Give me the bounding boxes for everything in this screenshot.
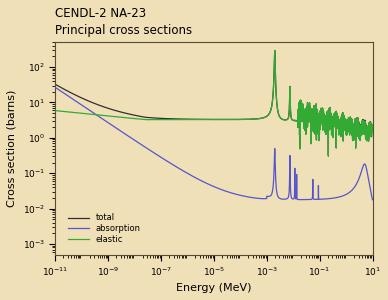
total: [272, 49, 277, 52]
total: [370, 128, 375, 132]
Line: elastic: elastic: [55, 50, 372, 156]
absorption: [220, 188, 225, 192]
total: [100, 104, 105, 108]
total: [326, 154, 331, 157]
total: [246, 118, 251, 121]
elastic: [100, 114, 105, 117]
Line: absorption: absorption: [55, 87, 372, 200]
elastic: [326, 154, 331, 158]
absorption: [135, 140, 140, 144]
absorption: [100, 117, 105, 121]
Text: CENDL-2 NA-23
Principal cross sections: CENDL-2 NA-23 Principal cross sections: [55, 7, 192, 37]
absorption: [215, 186, 220, 190]
absorption: [53, 85, 57, 89]
elastic: [220, 118, 225, 122]
absorption: [246, 195, 251, 199]
elastic: [215, 118, 220, 122]
elastic: [370, 128, 375, 132]
X-axis label: Energy (MeV): Energy (MeV): [176, 283, 252, 293]
elastic: [53, 109, 57, 112]
absorption: [370, 198, 375, 202]
elastic: [246, 118, 251, 121]
Legend: total, absorption, elastic: total, absorption, elastic: [66, 211, 143, 246]
Y-axis label: Cross section (barns): Cross section (barns): [7, 90, 17, 207]
total: [220, 118, 225, 121]
total: [215, 118, 220, 121]
elastic: [135, 117, 140, 121]
elastic: [272, 49, 277, 52]
Line: total: total: [55, 50, 372, 155]
total: [135, 114, 140, 118]
absorption: [69, 97, 74, 100]
elastic: [69, 110, 74, 114]
total: [69, 92, 74, 95]
total: [53, 82, 57, 86]
